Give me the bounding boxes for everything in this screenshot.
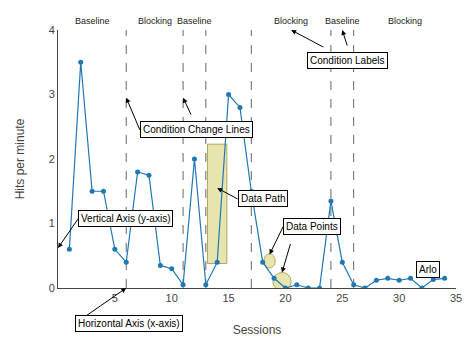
svg-text:Blocking: Blocking xyxy=(138,16,172,26)
svg-text:Horizontal Axis (x-axis): Horizontal Axis (x-axis) xyxy=(78,318,180,329)
svg-text:Blocking: Blocking xyxy=(274,16,308,26)
svg-text:Blocking: Blocking xyxy=(388,16,422,26)
svg-text:25: 25 xyxy=(336,292,348,304)
svg-text:30: 30 xyxy=(393,292,405,304)
svg-text:Condition Change Lines: Condition Change Lines xyxy=(143,124,250,135)
svg-text:Data Path: Data Path xyxy=(241,193,285,204)
svg-text:Arlo: Arlo xyxy=(419,264,437,275)
svg-text:2: 2 xyxy=(49,153,55,165)
svg-text:35: 35 xyxy=(450,292,462,304)
svg-text:3: 3 xyxy=(49,88,55,100)
svg-text:15: 15 xyxy=(222,292,234,304)
svg-text:Data Points: Data Points xyxy=(286,221,338,232)
svg-text:20: 20 xyxy=(279,292,291,304)
svg-text:Condition Labels: Condition Labels xyxy=(310,55,385,66)
svg-text:Vertical Axis (y-axis): Vertical Axis (y-axis) xyxy=(81,213,170,224)
svg-text:5: 5 xyxy=(112,292,118,304)
svg-text:Hits per minute: Hits per minute xyxy=(13,118,27,199)
svg-text:10: 10 xyxy=(166,292,178,304)
svg-text:Baseline: Baseline xyxy=(325,16,360,26)
svg-text:Sessions: Sessions xyxy=(233,323,282,337)
svg-text:Baseline: Baseline xyxy=(75,16,110,26)
svg-text:0: 0 xyxy=(49,282,55,294)
svg-text:1: 1 xyxy=(49,217,55,229)
svg-text:4: 4 xyxy=(49,24,55,36)
svg-text:Baseline: Baseline xyxy=(177,16,212,26)
